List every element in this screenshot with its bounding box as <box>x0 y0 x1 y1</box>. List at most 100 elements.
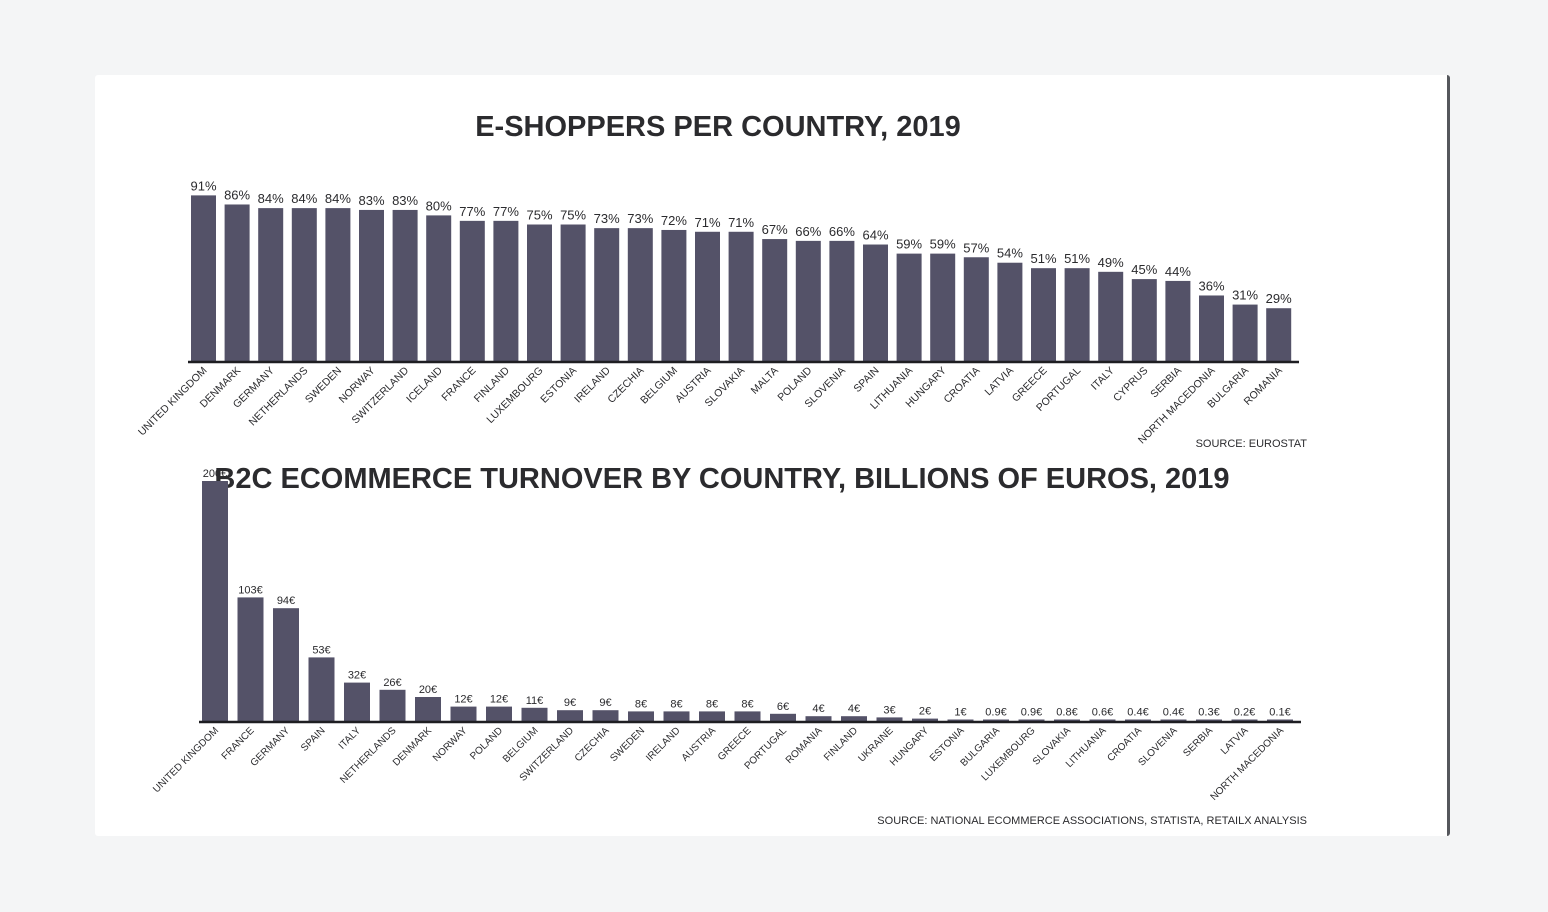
turnover-category-label: FINLAND <box>822 725 860 763</box>
eshoppers-category-labels: UNITED KINGDOMDENMARKGERMANYNETHERLANDSS… <box>136 364 1285 446</box>
turnover-value-label: 11€ <box>526 695 544 707</box>
turnover-bar-slovenia <box>1160 719 1187 721</box>
turnover-value-label: 0.4€ <box>1127 707 1148 719</box>
eshoppers-value-label: 66% <box>795 224 821 239</box>
turnover-value-label: 9€ <box>564 697 576 709</box>
eshoppers-bar-denmark <box>224 204 250 361</box>
eshoppers-bar-switzerland <box>392 209 418 361</box>
eshoppers-bar-slovakia <box>728 231 754 361</box>
eshoppers-value-label: 86% <box>224 187 250 202</box>
turnover-bar-norway <box>450 706 477 721</box>
turnover-category-label: IRELAND <box>644 725 682 763</box>
turnover-bar-romania <box>805 716 832 721</box>
eshoppers-category-label: ESTONIA <box>538 365 579 406</box>
eshoppers-value-label: 83% <box>358 193 384 208</box>
eshoppers-category-label: ITALY <box>1089 365 1117 393</box>
turnover-bar-lithuania <box>1089 719 1116 721</box>
eshoppers-bar-cyprus <box>1131 279 1157 361</box>
eshoppers-bar-germany <box>258 208 284 361</box>
eshoppers-bar-finland <box>493 220 519 361</box>
eshoppers-bar-spain <box>863 244 888 361</box>
turnover-bar-sweden <box>628 711 654 721</box>
eshoppers-value-label: 51% <box>1030 251 1056 266</box>
turnover-category-label: SLOVENIA <box>1136 725 1179 768</box>
eshoppers-bar-italy <box>1098 271 1124 361</box>
turnover-value-label: 32€ <box>348 670 366 682</box>
eshoppers-category-label: CROATIA <box>941 365 982 406</box>
turnover-bar-france <box>237 597 264 721</box>
turnover-value-label: 0.3€ <box>1198 707 1219 719</box>
turnover-category-label: AUSTRIA <box>680 725 719 764</box>
turnover-chart-title: B2C ECOMMERCE TURNOVER BY COUNTRY, BILLI… <box>214 463 1229 495</box>
eshoppers-bar-poland <box>795 240 821 361</box>
eshoppers-value-label: 64% <box>862 228 888 243</box>
turnover-value-label: 4€ <box>848 703 860 715</box>
eshoppers-value-label: 84% <box>291 191 317 206</box>
turnover-bar-greece <box>734 711 761 721</box>
turnover-value-label: 8€ <box>635 698 647 710</box>
eshoppers-value-label: 77% <box>493 204 519 219</box>
turnover-value-label: 103€ <box>238 584 262 596</box>
turnover-value-label: 0.9€ <box>1021 707 1042 719</box>
eshoppers-bar-romania <box>1266 308 1292 361</box>
eshoppers-bar-portugal <box>1064 268 1090 361</box>
turnover-category-label: SERBIA <box>1181 725 1215 759</box>
turnover-category-label: SWEDEN <box>608 725 647 764</box>
turnover-category-label: HUNGARY <box>888 725 931 768</box>
turnover-value-label: 2€ <box>919 706 931 718</box>
eshoppers-bar-croatia <box>963 257 989 361</box>
eshoppers-category-label: MALTA <box>749 365 781 397</box>
turnover-bar-slovakia <box>1054 719 1080 721</box>
eshoppers-source: SOURCE: EUROSTAT <box>1196 438 1308 450</box>
turnover-bar-czechia <box>592 710 619 721</box>
eshoppers-value-label: 73% <box>594 211 620 226</box>
turnover-bar-italy <box>344 682 370 721</box>
turnover-value-label: 0.8€ <box>1056 707 1077 719</box>
eshoppers-bar-north-macedonia <box>1199 295 1224 361</box>
eshoppers-value-label: 51% <box>1064 251 1090 266</box>
chart-card: E-SHOPPERS PER COUNTRY, 2019 91% 86% 84% 84… <box>95 75 1450 836</box>
turnover-category-label: POLAND <box>468 725 505 762</box>
eshoppers-bar-czechia <box>627 228 653 361</box>
eshoppers-bar-hungary <box>930 253 956 361</box>
eshoppers-value-label: 57% <box>963 240 989 255</box>
turnover-value-label: 9€ <box>599 697 611 709</box>
eshoppers-value-label: 80% <box>426 198 452 213</box>
turnover-bar-croatia <box>1125 719 1151 721</box>
turnover-category-label: NORTH MACEDONIA <box>1209 725 1287 803</box>
turnover-value-label: 12€ <box>454 694 472 706</box>
turnover-category-label: LATVIA <box>1219 725 1251 757</box>
turnover-category-label: FRANCE <box>220 725 257 762</box>
eshoppers-chart: E-SHOPPERS PER COUNTRY, 2019 91% 86% 84% 84… <box>136 111 1307 450</box>
eshoppers-value-label: 75% <box>526 208 552 223</box>
turnover-value-label: 4€ <box>812 703 824 715</box>
eshoppers-bar-bulgaria <box>1232 304 1258 361</box>
eshoppers-bar-france <box>459 220 485 361</box>
eshoppers-category-label: CYPRUS <box>1111 365 1150 404</box>
turnover-value-label: 26€ <box>383 677 401 689</box>
turnover-value-label: 1€ <box>954 707 966 719</box>
eshoppers-bar-greece <box>1031 268 1056 361</box>
eshoppers-bar-slovenia <box>829 240 855 361</box>
turnover-bar-netherlands <box>379 689 406 721</box>
turnover-bar-finland <box>841 716 867 721</box>
turnover-bar-germany <box>273 608 299 721</box>
turnover-bar-latvia <box>1231 719 1258 721</box>
eshoppers-category-label: LATVIA <box>983 365 1017 399</box>
eshoppers-value-label: 71% <box>728 215 754 230</box>
turnover-bar-serbia <box>1196 719 1222 721</box>
eshoppers-value-labels: 91% 86% 84% 84% 84% 83% 83% 80% 77% 77% 75% 75% 73% 7… <box>190 178 1292 306</box>
turnover-bar-denmark <box>415 697 441 721</box>
eshoppers-value-label: 29% <box>1266 291 1292 306</box>
eshoppers-bar-sweden <box>325 208 351 361</box>
turnover-value-label: 0.6€ <box>1092 707 1113 719</box>
eshoppers-bar-belgium <box>661 229 687 361</box>
turnover-value-labels: 200€ 103€ 94€ 53€ 32€ 26€ 20€ 12€ 12€ 11€ 9€ 9€ 8€ 8€… <box>203 468 1291 719</box>
eshoppers-bar-estonia <box>560 224 586 361</box>
turnover-value-label: 8€ <box>706 698 718 710</box>
eshoppers-bar-lithuania <box>896 253 922 361</box>
eshoppers-value-label: 66% <box>829 224 855 239</box>
turnover-value-label: 53€ <box>312 644 330 656</box>
turnover-bar-spain <box>308 657 335 721</box>
